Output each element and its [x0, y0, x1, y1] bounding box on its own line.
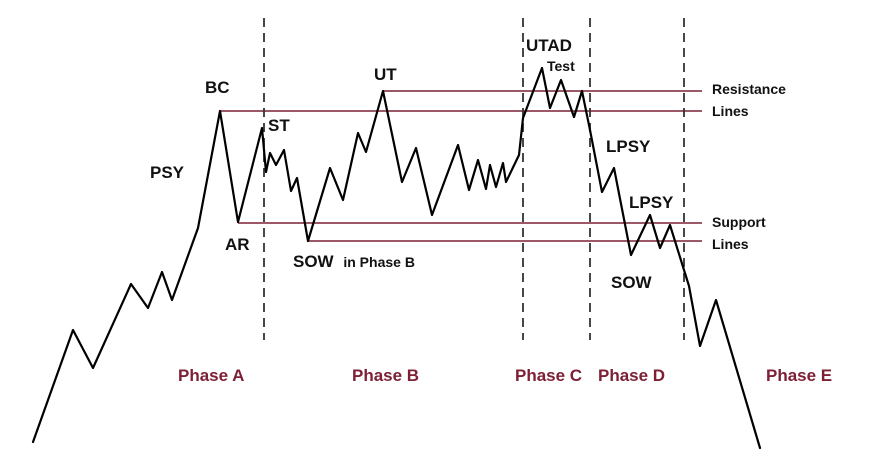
phase-label-e: Phase E [766, 366, 832, 385]
label-psy: PSY [150, 163, 185, 182]
side-label-support: Support [712, 214, 766, 230]
phase-label-d: Phase D [598, 366, 665, 385]
label-ut: UT [374, 65, 397, 84]
label-ar: AR [225, 235, 250, 254]
phase-label-c: Phase C [515, 366, 582, 385]
price-path [31, 66, 762, 450]
label-lpsy-1: LPSY [606, 137, 651, 156]
label-sow: SOW [611, 273, 653, 292]
phase-label-a: Phase A [178, 366, 244, 385]
side-label-resistance-lines: Lines [712, 103, 749, 119]
label-bc: BC [205, 78, 230, 97]
label-lpsy-2: LPSY [629, 193, 674, 212]
label-sow-phase-b: SOW in Phase B [293, 252, 415, 271]
side-label-resistance: Resistance [712, 81, 786, 97]
label-test: Test [547, 58, 575, 74]
label-st: ST [268, 116, 290, 135]
side-label-support-lines: Lines [712, 236, 749, 252]
phase-label-b: Phase B [352, 366, 419, 385]
label-utad: UTAD [526, 36, 572, 55]
